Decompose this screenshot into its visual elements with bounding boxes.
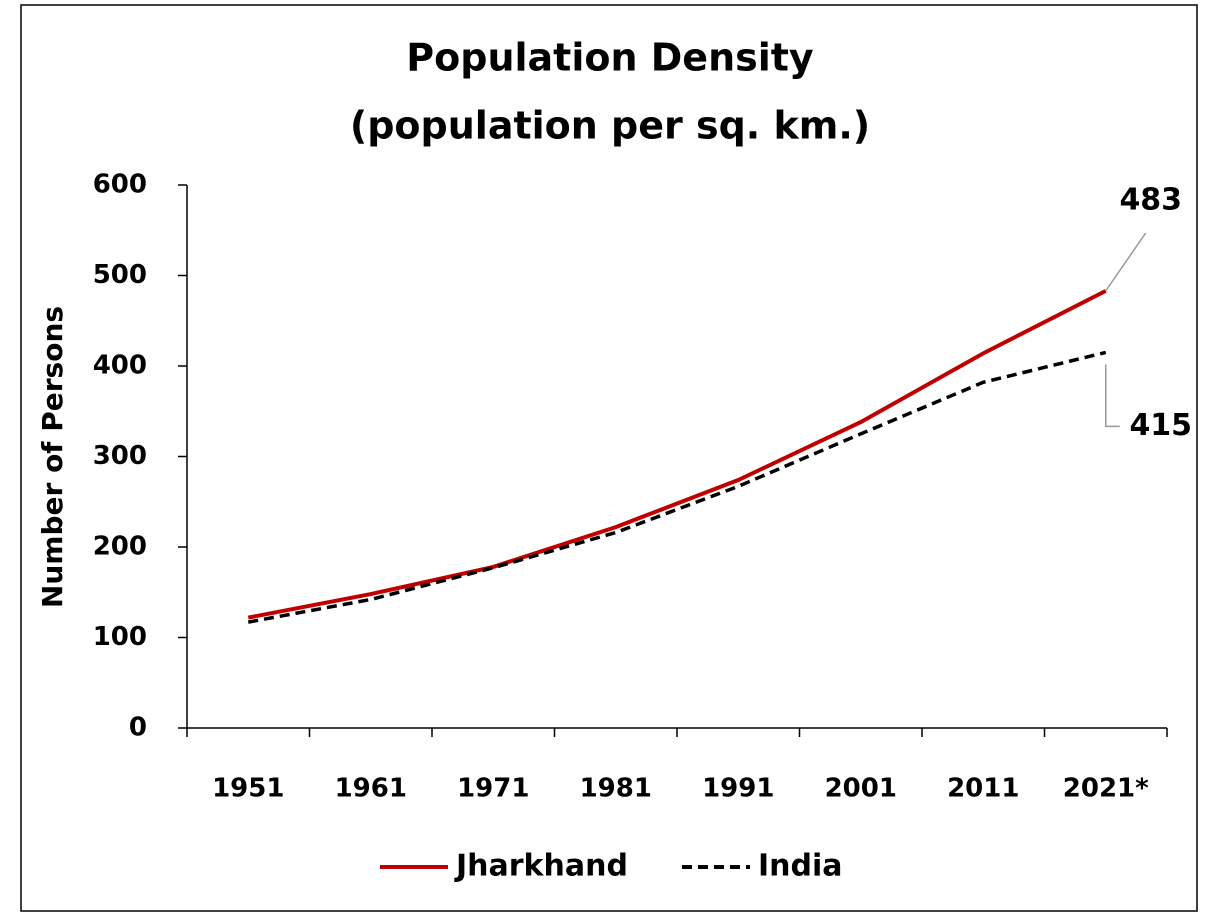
series-line [247,289,1107,620]
x-tick-label: 1971 [457,774,529,804]
chart-frame [20,4,1198,912]
legend-label: India [758,849,843,884]
x-tick-label: 2021* [1063,774,1149,804]
data-label: 415 [1129,408,1192,443]
leader-line [1105,232,1147,292]
legend-label: Jharkhand [454,849,628,884]
x-tick-label: 1981 [580,774,652,804]
y-tick-label: 100 [93,622,147,652]
x-tick-label: 1951 [212,774,284,804]
y-tick-label: 500 [93,260,147,290]
x-tick-label: 2011 [947,774,1019,804]
data-label: 483 [1119,182,1182,217]
y-axis-title: Number of Persons [36,306,69,608]
y-tick-label: 400 [93,351,147,381]
x-tick-label: 1991 [702,774,774,804]
y-tick-label: 200 [93,532,147,562]
y-tick-label: 0 [129,713,147,743]
leader-line [1105,364,1120,428]
y-tick-label: 300 [93,441,147,471]
x-tick-label: 2001 [825,774,897,804]
y-tick-label: 600 [93,170,147,200]
series-line [247,350,1107,624]
x-tick-label: 1961 [335,774,407,804]
chart-subtitle: (population per sq. km.) [350,104,870,148]
chart-title: Population Density [406,36,814,80]
